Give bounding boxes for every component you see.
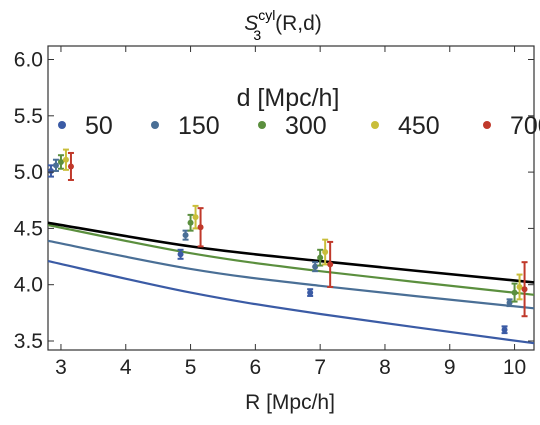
legend-item-300: 300: [258, 112, 327, 140]
legend-label: 700: [510, 112, 540, 140]
data-point-450: [516, 273, 523, 301]
data-marker: [57, 158, 64, 165]
data-marker: [327, 261, 334, 268]
legend-label: 450: [398, 112, 440, 140]
data-point-300: [317, 248, 324, 267]
data-point-300: [187, 213, 194, 232]
legend-marker: [151, 121, 159, 129]
data-point-50: [307, 288, 314, 297]
y-tick-label: 6.0: [14, 49, 43, 72]
data-marker: [187, 219, 194, 226]
data-point-700: [327, 240, 334, 288]
x-tick-label: 6: [250, 356, 262, 379]
data-marker: [182, 232, 189, 239]
y-tick-label: 4.0: [14, 274, 43, 297]
data-point-150: [506, 298, 513, 308]
data-point-450: [192, 204, 199, 230]
data-point-700: [67, 151, 74, 181]
data-marker: [52, 162, 59, 169]
legend-label: 150: [178, 112, 220, 140]
legend-item-700: 700: [483, 112, 540, 140]
data-marker: [197, 224, 204, 231]
data-marker: [516, 283, 523, 290]
data-marker: [62, 156, 69, 163]
data-point-700: [197, 207, 204, 248]
y-tick-label: 3.5: [14, 330, 43, 353]
data-point-300: [57, 154, 64, 170]
data-point-150: [52, 158, 59, 172]
data-point-150: [312, 261, 319, 273]
data-marker: [317, 254, 324, 261]
y-tick-label: 5.0: [14, 161, 43, 184]
x-tick-label: 8: [379, 356, 391, 379]
data-point-50: [501, 325, 508, 335]
data-point-50: [177, 248, 184, 260]
legend-marker: [483, 121, 491, 129]
data-marker: [511, 289, 518, 296]
data-marker: [501, 326, 508, 333]
legend-marker: [258, 121, 266, 129]
data-marker: [192, 214, 199, 221]
y-axis-ticks: 3.5 4.0 4.5 5.0 5.5 6.0: [14, 49, 534, 353]
legend-item-50: 50: [58, 112, 113, 140]
fit-curve-reference: [47, 221, 535, 284]
x-tick-label: 3: [55, 356, 67, 379]
legend-marker: [371, 121, 379, 129]
legend-title: d [Mpc/h]: [237, 84, 340, 112]
x-axis-label: R [Mpc/h]: [245, 391, 335, 414]
data-marker: [521, 286, 528, 293]
chart-title: Scyl 3 (R,d): [244, 7, 322, 43]
data-marker: [307, 289, 314, 296]
y-tick-label: 5.5: [14, 105, 43, 128]
data-marker: [67, 163, 74, 170]
y-tick-label: 4.5: [14, 217, 43, 240]
data-point-150: [182, 229, 189, 241]
x-tick-label: 4: [120, 356, 132, 379]
data-marker: [506, 299, 513, 306]
legend: 50 150 300 450 700: [58, 112, 540, 140]
data-point-700: [521, 261, 528, 318]
fit-curve-50: [47, 260, 535, 345]
data-marker: [312, 263, 319, 270]
legend-item-450: 450: [371, 112, 440, 140]
data-marker: [322, 249, 329, 256]
fit-curve-150: [47, 239, 535, 310]
fit-curves: [47, 221, 535, 345]
legend-item-150: 150: [151, 112, 220, 140]
x-tick-label: 5: [185, 356, 197, 379]
fit-curve-300: [47, 223, 535, 296]
legend-label: 300: [285, 112, 327, 140]
x-axis-ticks: 3 4 5 6 7 8 9 10: [55, 46, 526, 379]
legend-marker: [58, 121, 66, 129]
plot-frame: [47, 45, 535, 351]
data-point-300: [511, 282, 518, 303]
x-tick-label: 7: [314, 356, 326, 379]
x-tick-label: 9: [444, 356, 456, 379]
legend-label: 50: [85, 112, 113, 140]
x-tick-label: 10: [503, 356, 526, 379]
data-marker: [177, 251, 184, 258]
data-point-450: [62, 148, 69, 171]
data-points: [47, 148, 528, 335]
